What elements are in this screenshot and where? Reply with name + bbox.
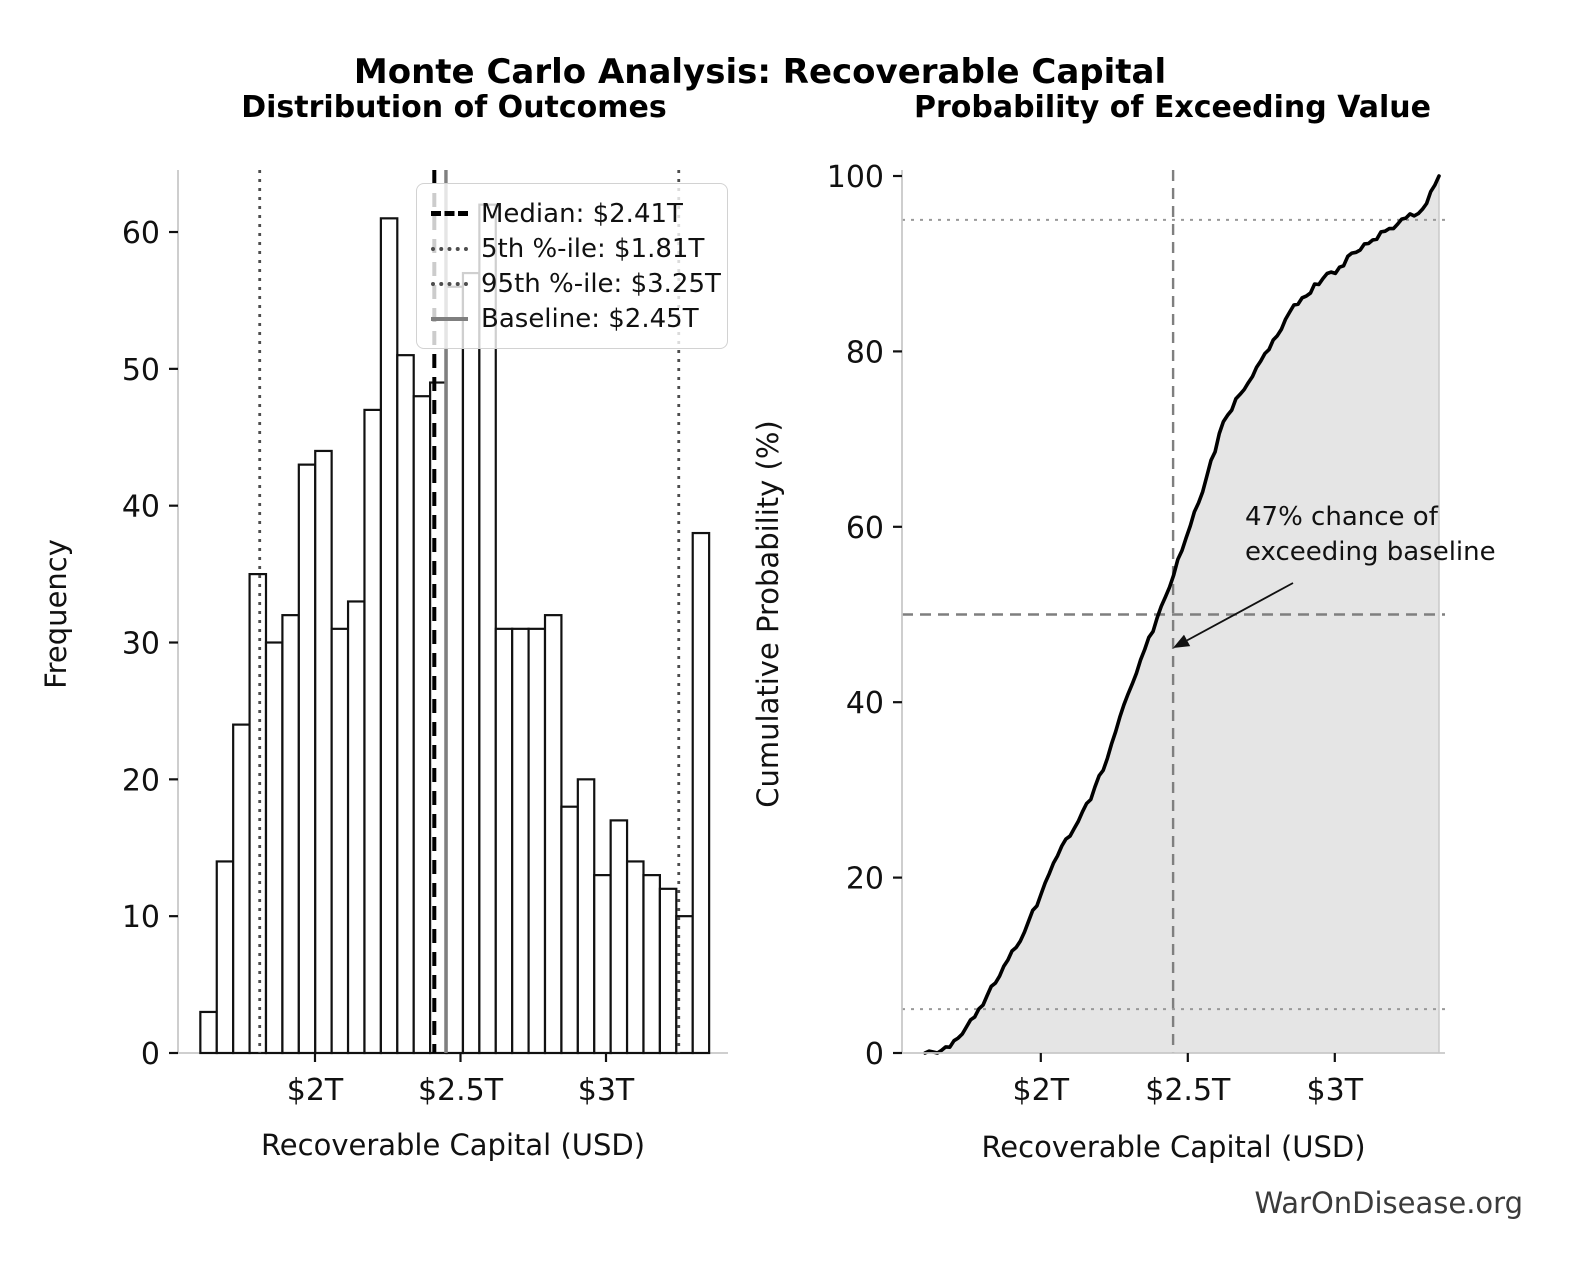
right-x-axis-label: Recoverable Capital (USD) [981, 1130, 1366, 1164]
histogram-bar [330, 627, 350, 1055]
histogram-bar [609, 819, 629, 1055]
histogram-bar [494, 627, 514, 1055]
histogram-bar [412, 395, 432, 1055]
histogram-bar [248, 572, 268, 1055]
right-x-tick-label: $3T [1307, 1073, 1364, 1108]
histogram-bar [363, 408, 382, 1055]
right-y-tick-label: 60 [846, 511, 884, 546]
legend-label: Baseline: $2.45T [481, 303, 699, 334]
right-y-tick-label: 80 [846, 335, 884, 370]
right-y-axis-label: Cumulative Probability (%) [751, 420, 785, 808]
histogram-bar [215, 860, 235, 1055]
left-plot-title: Distribution of Outcomes [241, 90, 667, 125]
histogram-bars [199, 203, 711, 1055]
histogram-bar [560, 805, 579, 1055]
histogram-bar [314, 449, 333, 1055]
legend: Median: $2.41T 5th %-ile: $1.81T 95th %-… [416, 183, 728, 349]
right-reference-lines [902, 170, 1445, 1053]
right-x-tick-label: $2T [1013, 1073, 1070, 1108]
legend-item-baseline: Baseline: $2.45T [431, 301, 713, 336]
histogram-bar [691, 531, 711, 1055]
dashed-line-icon [431, 211, 468, 216]
right-plot-axes: 0 20 40 60 80 100 $2T $2.5T $3T [827, 160, 1445, 1108]
legend-label: Median: $2.41T [481, 198, 683, 229]
histogram-bar [543, 614, 563, 1055]
annotation-arrow [1173, 582, 1294, 648]
legend-item-95th-percentile: 95th %-ile: $3.25T [431, 266, 721, 301]
left-y-tick-label: 0 [141, 1037, 160, 1072]
arrowhead-icon [1173, 634, 1191, 648]
legend-item-5th-percentile: 5th %-ile: $1.81T [431, 231, 713, 266]
histogram-bar [199, 1010, 218, 1055]
legend-label: 5th %-ile: $1.81T [481, 233, 705, 264]
annotation-line-2: exceeding baseline [1245, 537, 1496, 567]
legend-label: 95th %-ile: $3.25T [481, 268, 721, 299]
annotation-exceed-baseline: 47% chance of exceeding baseline [1245, 500, 1496, 570]
histogram-bar [346, 600, 366, 1055]
histogram-bar [379, 217, 399, 1055]
left-y-axis-label: Frequency [39, 539, 73, 689]
right-y-tick-label: 0 [865, 1037, 884, 1072]
histogram-bar [232, 723, 251, 1055]
dotted-line-icon [431, 246, 468, 251]
right-x-tick-label: $2.5T [1145, 1073, 1231, 1108]
right-plot-title: Probability of Exceeding Value [913, 90, 1432, 125]
dotted-line-icon [431, 281, 468, 286]
left-x-tick-label: $3T [578, 1073, 635, 1108]
histogram-bar [593, 874, 612, 1055]
legend-item-median: Median: $2.41T [431, 196, 713, 231]
left-plot-axes: 0 10 20 30 40 50 60 $2T $2.5T $3T [122, 170, 728, 1108]
solid-line-icon [431, 316, 468, 321]
histogram-bar [264, 641, 284, 1055]
page-title: Monte Carlo Analysis: Recoverable Capita… [353, 52, 1167, 92]
histogram-bar [658, 887, 678, 1055]
left-x-axis-label: Recoverable Capital (USD) [260, 1128, 646, 1162]
left-y-tick-label: 20 [122, 763, 160, 798]
histogram-bar [642, 874, 661, 1055]
histogram-bar [297, 463, 317, 1055]
histogram-bar [396, 354, 415, 1055]
annotation-line-1: 47% chance of [1245, 502, 1438, 532]
left-x-tick-label: $2T [287, 1073, 344, 1108]
left-y-tick-label: 60 [122, 216, 160, 251]
left-x-tick-label: $2.5T [418, 1073, 504, 1108]
histogram-bar [625, 860, 645, 1055]
histogram-bar [281, 614, 300, 1055]
right-y-tick-label: 20 [846, 862, 884, 897]
right-y-tick-label: 40 [846, 686, 884, 721]
left-y-tick-label: 40 [122, 490, 160, 525]
histogram-bar [461, 271, 481, 1055]
histogram-bar [511, 627, 530, 1055]
right-y-tick-label: 100 [827, 160, 884, 195]
left-y-tick-label: 30 [122, 627, 160, 662]
watermark: WarOnDisease.org [1254, 1186, 1523, 1220]
histogram-bar [576, 778, 596, 1055]
histogram-bar [445, 285, 465, 1055]
left-y-tick-label: 50 [122, 353, 160, 388]
cdf-curve [923, 174, 1441, 1055]
left-y-tick-label: 10 [122, 900, 160, 935]
histogram-bar [527, 627, 547, 1055]
